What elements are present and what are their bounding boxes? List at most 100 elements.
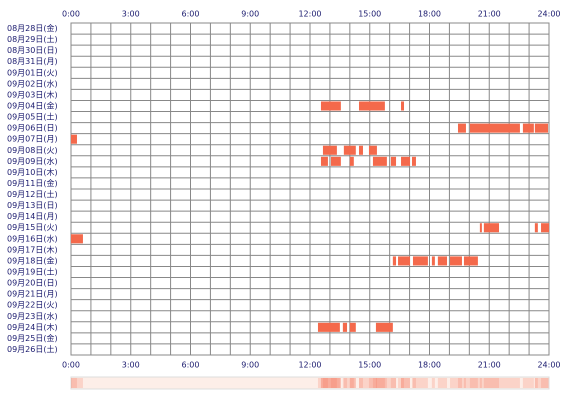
summary-segment bbox=[431, 378, 435, 388]
activity-segment bbox=[330, 156, 341, 166]
row-label: 09月25日(金) bbox=[7, 333, 58, 343]
activity-segment bbox=[469, 123, 520, 133]
row-label: 09月11日(金) bbox=[7, 178, 58, 188]
row-label: 09月19日(土) bbox=[7, 267, 58, 277]
x-tick-label: 6:00 bbox=[182, 361, 200, 370]
summary-segment bbox=[457, 378, 466, 388]
summary-segment bbox=[398, 378, 410, 388]
row-label: 09月05日(土) bbox=[7, 112, 58, 122]
row-label: 09月24日(木) bbox=[7, 322, 58, 332]
activity-segment bbox=[392, 256, 397, 266]
activity-segment bbox=[349, 322, 356, 332]
x-tick-label: 24:00 bbox=[537, 10, 560, 19]
activity-segment bbox=[342, 322, 348, 332]
summary-segment bbox=[372, 378, 387, 388]
row-label: 09月02日(水) bbox=[7, 78, 58, 88]
activity-segment bbox=[368, 145, 377, 155]
activity-segment bbox=[412, 256, 428, 266]
summary-segment bbox=[368, 378, 377, 388]
row-label: 09月10日(木) bbox=[7, 167, 58, 177]
summary-segment bbox=[479, 378, 482, 388]
row-label: 09月15日(火) bbox=[7, 223, 58, 232]
activity-segment bbox=[463, 256, 478, 266]
x-tick-label: 15:00 bbox=[358, 10, 381, 19]
summary-segment bbox=[349, 378, 356, 388]
row-label: 09月26日(土) bbox=[7, 344, 58, 354]
row-label: 09月18日(金) bbox=[7, 255, 58, 265]
summary-segment bbox=[411, 378, 416, 388]
summary-segment bbox=[450, 378, 462, 388]
x-tick-label: 15:00 bbox=[358, 361, 381, 370]
activity-segment bbox=[541, 223, 549, 233]
summary-segment bbox=[358, 378, 385, 388]
x-tick-label: 12:00 bbox=[298, 361, 321, 370]
x-tick-label: 9:00 bbox=[241, 10, 259, 19]
summary-segment bbox=[437, 378, 448, 388]
x-tick-label: 24:00 bbox=[537, 361, 560, 370]
activity-segment bbox=[390, 156, 397, 166]
row-label: 08月28日(金) bbox=[7, 23, 58, 33]
row-label: 09月16日(水) bbox=[7, 233, 58, 243]
summary-strip bbox=[70, 376, 550, 390]
activity-segment bbox=[358, 101, 385, 111]
activity-segment bbox=[71, 234, 83, 244]
activity-segment bbox=[522, 123, 534, 133]
summary-segment bbox=[541, 378, 549, 388]
summary-segment bbox=[349, 378, 354, 388]
summary-segment bbox=[320, 378, 328, 388]
x-tick-label: 21:00 bbox=[478, 361, 501, 370]
activity-segment bbox=[317, 322, 340, 332]
x-tick-label: 21:00 bbox=[478, 10, 501, 19]
row-label: 09月13日(日) bbox=[7, 201, 58, 210]
activity-segment bbox=[372, 156, 387, 166]
activity-segment bbox=[534, 223, 538, 233]
summary-segment bbox=[342, 378, 348, 388]
summary-segment bbox=[317, 378, 340, 388]
row-label: 08月30日(日) bbox=[7, 46, 58, 55]
activity-segment bbox=[457, 123, 466, 133]
summary-segment bbox=[330, 378, 341, 388]
summary-segment bbox=[375, 378, 393, 388]
summary-segment bbox=[392, 378, 397, 388]
activity-segment bbox=[398, 256, 410, 266]
activity-segment bbox=[375, 322, 393, 332]
row-label: 09月21日(月) bbox=[7, 290, 58, 299]
activity-segment bbox=[534, 123, 549, 133]
row-label: 09月09日(水) bbox=[7, 156, 58, 166]
summary-segment bbox=[534, 378, 538, 388]
row-label: 09月01日(火) bbox=[7, 68, 58, 77]
activity-segment bbox=[322, 145, 337, 155]
summary-segment bbox=[343, 378, 356, 388]
row-label: 09月07日(月) bbox=[7, 135, 58, 144]
activity-segment bbox=[401, 156, 410, 166]
x-tick-label: 3:00 bbox=[122, 10, 140, 19]
x-tick-label: 12:00 bbox=[298, 10, 321, 19]
row-label: 09月12日(土) bbox=[7, 189, 58, 199]
row-label: 09月22日(火) bbox=[7, 301, 58, 310]
row-label: 09月17日(木) bbox=[7, 244, 58, 254]
summary-segment bbox=[71, 378, 77, 388]
summary-segment bbox=[401, 378, 410, 388]
summary-segment bbox=[522, 378, 534, 388]
summary-segment bbox=[401, 378, 405, 388]
summary-segment bbox=[463, 378, 478, 388]
activity-segment bbox=[450, 256, 462, 266]
activity-segment bbox=[401, 101, 405, 111]
row-label: 08月31日(月) bbox=[7, 57, 58, 66]
summary-segment bbox=[322, 378, 337, 388]
summary-segment bbox=[390, 378, 397, 388]
summary-segment bbox=[320, 378, 341, 388]
activity-segment bbox=[411, 156, 416, 166]
row-label: 09月08日(火) bbox=[7, 146, 58, 155]
x-tick-label: 9:00 bbox=[241, 361, 259, 370]
summary-segment bbox=[483, 378, 500, 388]
x-tick-label: 6:00 bbox=[182, 10, 200, 19]
x-tick-label: 0:00 bbox=[62, 10, 80, 19]
x-tick-label: 18:00 bbox=[418, 10, 441, 19]
row-label: 09月04日(金) bbox=[7, 101, 58, 111]
activity-segment bbox=[349, 156, 354, 166]
activity-segment bbox=[320, 101, 341, 111]
summary-segment bbox=[71, 378, 83, 388]
activity-segment bbox=[431, 256, 435, 266]
